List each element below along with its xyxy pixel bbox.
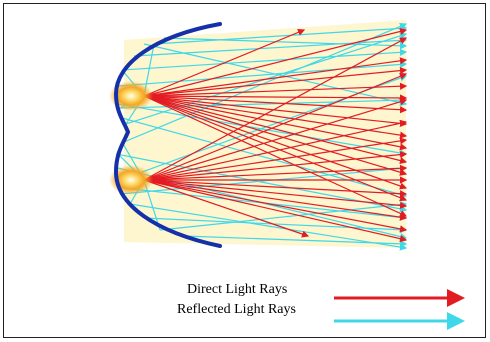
reflected-ray xyxy=(119,164,408,195)
legend-direct-label: Direct Light Rays xyxy=(187,282,288,297)
direct-ray xyxy=(143,94,408,102)
direct-ray xyxy=(143,164,408,181)
direct-ray xyxy=(143,37,408,181)
direct-ray xyxy=(143,179,408,198)
legend-reflected-label: Reflected Light Rays xyxy=(177,302,296,317)
direct-ray xyxy=(143,95,408,190)
reflected-ray xyxy=(129,203,408,251)
direct-ray xyxy=(143,82,408,97)
diagram-frame: Direct Light Rays Reflected Light Rays xyxy=(3,3,486,338)
upper-light-source xyxy=(109,81,153,111)
direct-ray xyxy=(143,151,408,181)
direct-ray xyxy=(143,67,408,97)
direct-ray xyxy=(143,95,408,176)
direct-ray xyxy=(143,95,408,127)
reflected-ray xyxy=(121,48,408,71)
reflected-ray xyxy=(123,22,408,143)
direct-ray xyxy=(143,27,408,97)
reflected-ray xyxy=(159,201,408,231)
reflector-curve xyxy=(113,22,222,248)
reflected-ray xyxy=(143,217,408,234)
direct-rays xyxy=(143,27,408,243)
direct-ray xyxy=(143,179,408,233)
direct-ray xyxy=(143,95,408,114)
reflected-ray xyxy=(143,43,408,107)
direct-ray xyxy=(143,179,408,221)
reflected-ray xyxy=(183,235,408,248)
light-ray-diagram xyxy=(109,20,465,330)
direct-ray xyxy=(143,95,408,165)
direct-ray xyxy=(143,57,408,97)
reflected-ray xyxy=(117,60,408,87)
direct-ray xyxy=(143,179,408,243)
direct-ray xyxy=(143,28,306,97)
reflected-ray xyxy=(153,24,408,45)
direct-ray xyxy=(143,95,408,151)
direct-ray xyxy=(143,137,408,181)
direct-ray xyxy=(143,119,408,181)
reflected-ray xyxy=(163,37,408,50)
direct-ray xyxy=(143,95,408,202)
direct-ray xyxy=(143,179,408,209)
direct-ray xyxy=(143,98,408,181)
direct-ray xyxy=(143,179,310,238)
direct-ray xyxy=(143,72,408,181)
reflected-ray xyxy=(121,117,408,198)
direct-ray xyxy=(143,95,408,139)
direct-ray xyxy=(143,95,408,217)
